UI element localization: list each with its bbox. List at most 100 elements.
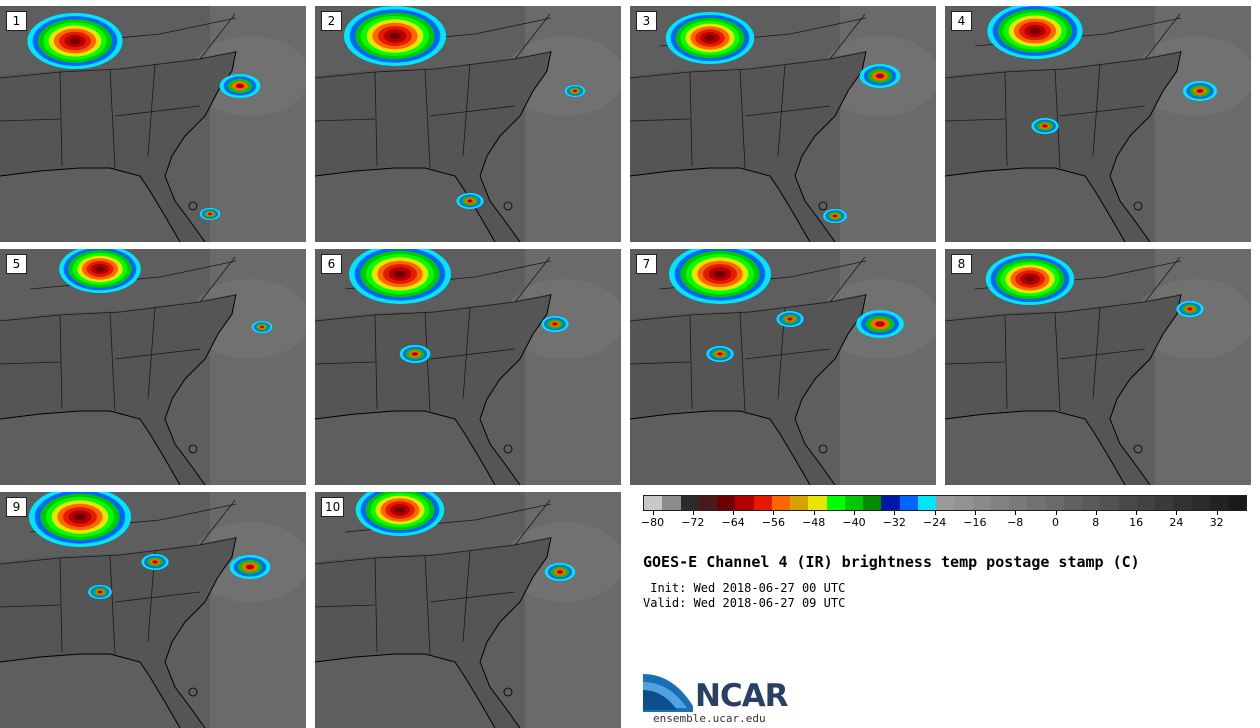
colorbar-tick-label: −32 — [882, 516, 906, 529]
colorbar-swatch — [917, 496, 936, 510]
panel-number-label: 8 — [951, 254, 972, 274]
colorbar-tick-label: 24 — [1169, 516, 1184, 529]
postage-stamp-panel: 9 — [0, 492, 306, 728]
ncar-logo: NCAR ensemble.ucar.edu — [643, 670, 803, 726]
satellite-ir-map — [315, 249, 621, 485]
postage-stamp-panel: 8 — [945, 249, 1251, 485]
panel-number-label: 9 — [6, 497, 27, 517]
colorbar-tick-label: 8 — [1092, 516, 1100, 529]
colorbar-tick — [1055, 511, 1057, 515]
colorbar-tick-label: −8 — [1007, 516, 1024, 529]
colorbar-swatch — [972, 496, 991, 510]
colorbar-tick — [652, 511, 654, 515]
colorbar-swatch — [1173, 496, 1192, 510]
colorbar-tick-label: −24 — [922, 516, 947, 529]
postage-stamp-panel: 10 — [315, 492, 621, 728]
colorbar-tick — [733, 511, 735, 515]
panel-number-label: 1 — [6, 11, 27, 31]
postage-stamp-panel: 4 — [945, 6, 1251, 242]
panel-number-label: 2 — [321, 11, 342, 31]
colorbar-swatch — [1045, 496, 1064, 510]
colorbar-tick — [813, 511, 815, 515]
colorbar-ticks: −80 −72 −64 −56 −48 −40 −32 −24 −16 −8 0 8 16 24 32 — [640, 511, 1247, 531]
logo-wordmark: NCAR — [695, 678, 789, 714]
colorbar-swatch — [1136, 496, 1155, 510]
satellite-ir-map — [0, 249, 306, 485]
colorbar-swatch — [1191, 496, 1210, 510]
colorbar-tick — [1216, 511, 1218, 515]
satellite-ir-map — [630, 249, 936, 485]
colorbar-tick — [773, 511, 775, 515]
colorbar-tick-label: −16 — [963, 516, 987, 529]
panel-number-label: 3 — [636, 11, 657, 31]
colorbar-swatch — [844, 496, 863, 510]
satellite-ir-map — [315, 6, 621, 242]
colorbar-tick-label: −56 — [761, 516, 785, 529]
colorbar-swatch — [1118, 496, 1137, 510]
colorbar-tick-label: −80 — [640, 516, 665, 529]
colorbar-swatch — [863, 496, 882, 510]
colorbar-swatch — [662, 496, 681, 510]
colorbar-swatch — [735, 496, 754, 510]
satellite-ir-map — [0, 6, 306, 242]
colorbar-tick-label: 32 — [1209, 516, 1224, 529]
colorbar-swatch — [1209, 496, 1228, 510]
colorbar-swatch — [826, 496, 845, 510]
colorbar-swatch — [808, 496, 827, 510]
colorbar-swatch — [753, 496, 772, 510]
postage-stamp-panel: 7 — [630, 249, 936, 485]
colorbar-tick-label: −72 — [681, 516, 705, 529]
colorbar-tick — [1136, 511, 1138, 515]
panel-number-label: 4 — [951, 11, 972, 31]
colorbar-swatch — [644, 496, 663, 510]
colorbar-swatch — [881, 496, 900, 510]
colorbar-swatch — [936, 496, 955, 510]
postage-stamp-panel: 1 — [0, 6, 306, 242]
colorbar-tick-label: −48 — [802, 516, 826, 529]
colorbar-swatch — [954, 496, 973, 510]
panel-number-label: 5 — [6, 254, 27, 274]
colorbar-tick-label: 16 — [1129, 516, 1144, 529]
colorbar-tick — [692, 511, 694, 515]
colorbar-swatch — [1009, 496, 1028, 510]
colorbar-swatch — [1100, 496, 1119, 510]
init-time: Init: Wed 2018-06-27 00 UTC — [643, 581, 846, 595]
logo-url: ensemble.ucar.edu — [653, 712, 766, 725]
postage-stamp-panel: 5 — [0, 249, 306, 485]
postage-stamp-panel: 6 — [315, 249, 621, 485]
colorbar-tick — [894, 511, 896, 515]
colorbar-tick-label: −40 — [842, 516, 866, 529]
colorbar-tick — [1095, 511, 1097, 515]
colorbar-swatch — [790, 496, 809, 510]
colorbar-swatch — [1027, 496, 1046, 510]
colorbar-swatch — [1155, 496, 1174, 510]
ncar-logo-swoosh-icon — [643, 674, 693, 712]
satellite-ir-map — [945, 6, 1251, 242]
colorbar-swatch — [899, 496, 918, 510]
colorbar-swatch — [698, 496, 717, 510]
colorbar-swatch — [1082, 496, 1101, 510]
colorbar-tick — [1015, 511, 1017, 515]
colorbar-tick-label: 0 — [1052, 516, 1059, 529]
colorbar-tick — [934, 511, 936, 515]
colorbar-tick — [974, 511, 976, 515]
map-title: GOES-E Channel 4 (IR) brightness temp po… — [643, 553, 1140, 571]
colorbar-swatch — [680, 496, 699, 510]
satellite-ir-map — [945, 249, 1251, 485]
panel-number-label: 7 — [636, 254, 657, 274]
colorbar-tick — [854, 511, 855, 515]
postage-stamp-panel: 3 — [630, 6, 936, 242]
satellite-ir-map — [0, 492, 306, 728]
colorbar-tick — [1176, 511, 1178, 515]
colorbar-swatch — [1063, 496, 1082, 510]
colorbar-swatch — [771, 496, 790, 510]
satellite-ir-map — [630, 6, 936, 242]
colorbar-swatch — [990, 496, 1009, 510]
colorbar-swatch — [717, 496, 736, 510]
postage-stamp-panel: 2 — [315, 6, 621, 242]
colorbar-tick-label: −64 — [721, 516, 745, 529]
colorbar — [643, 495, 1247, 511]
panel-number-label: 10 — [321, 497, 345, 517]
satellite-ir-map — [315, 492, 621, 728]
colorbar-swatch — [1228, 496, 1247, 510]
